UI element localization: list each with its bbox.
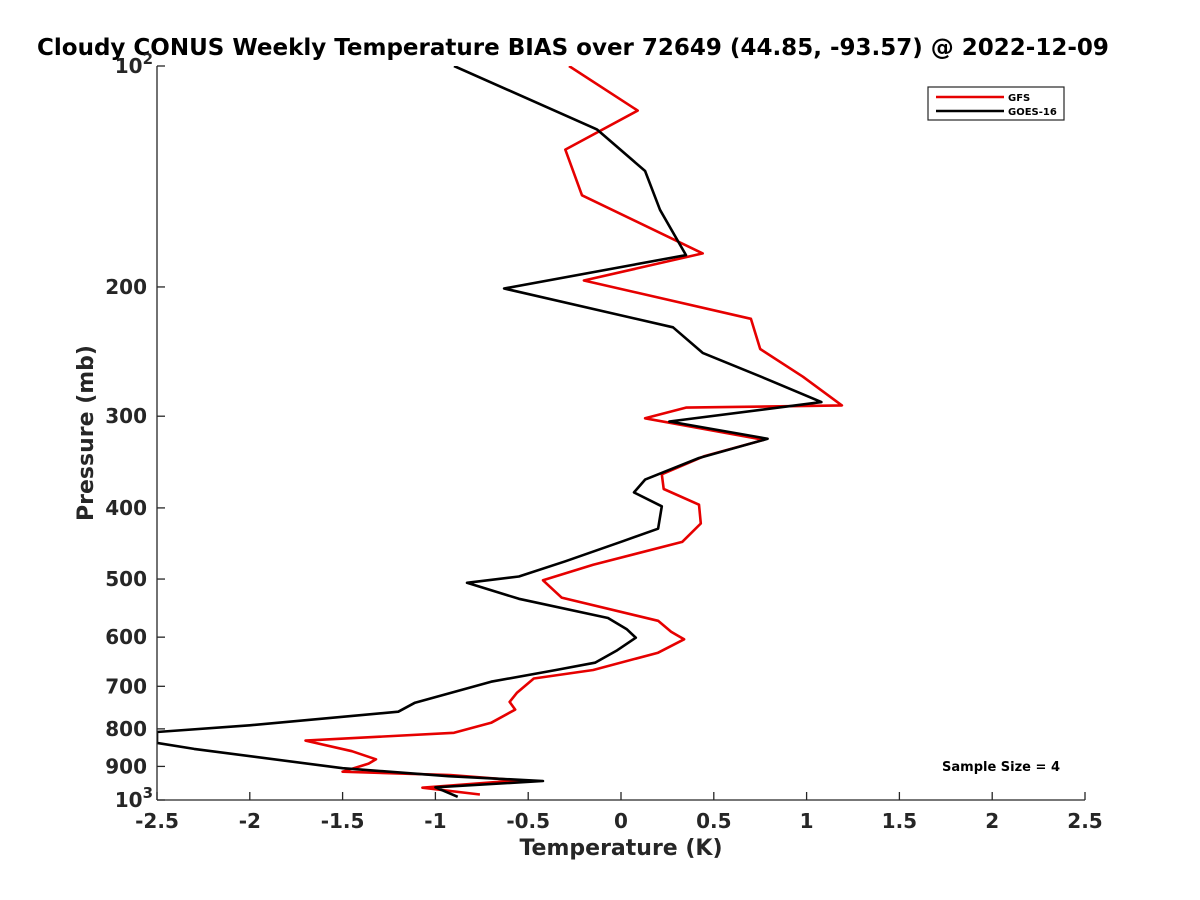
y-tick-label: 103 bbox=[115, 784, 153, 812]
y-axis-title: Pressure (mb) bbox=[74, 345, 99, 521]
series-line-goes-16 bbox=[157, 66, 823, 798]
x-tick-label: -1 bbox=[424, 809, 446, 833]
x-axis-title: Temperature (K) bbox=[519, 836, 722, 861]
axes-layer: -2.5 -2 -1.5 -1 -0.5 0 0.5 1 1.5 2 2.5 102 200 300 400… bbox=[105, 50, 1102, 833]
y-tick-label: 600 bbox=[105, 625, 147, 649]
y-tick-label: 500 bbox=[105, 567, 147, 591]
x-tick-label: -1.5 bbox=[321, 809, 365, 833]
y-tick-label: 300 bbox=[105, 404, 147, 428]
x-tick-label: -0.5 bbox=[506, 809, 550, 833]
series-line-gfs bbox=[304, 66, 844, 796]
x-tick-label: 2 bbox=[985, 809, 999, 833]
y-tick-label: 102 bbox=[115, 50, 153, 78]
series-layer bbox=[157, 66, 844, 798]
x-tick-label: 1.5 bbox=[882, 809, 917, 833]
y-tick-label: 200 bbox=[105, 275, 147, 299]
x-tick-label: 2.5 bbox=[1067, 809, 1102, 833]
x-tick-label: 0 bbox=[614, 809, 628, 833]
legend-box bbox=[927, 86, 1065, 121]
y-tick-label: 700 bbox=[105, 674, 147, 698]
legend: GFS GOES-16 bbox=[927, 86, 1065, 121]
legend-label-gfs: GFS bbox=[1008, 93, 1030, 104]
x-tick-label: -2.5 bbox=[135, 809, 179, 833]
x-tick-label: 1 bbox=[800, 809, 814, 833]
y-tick-label: 800 bbox=[105, 717, 147, 741]
x-tick-label: 0.5 bbox=[696, 809, 731, 833]
sample-size-annotation: Sample Size = 4 bbox=[942, 760, 1060, 775]
legend-label-goes-16: GOES-16 bbox=[1008, 107, 1057, 118]
chart-title: Cloudy CONUS Weekly Temperature BIAS ove… bbox=[37, 35, 1109, 61]
y-tick-label: 400 bbox=[105, 496, 147, 520]
x-tick-label: -2 bbox=[239, 809, 261, 833]
y-tick-label: 900 bbox=[105, 754, 147, 778]
